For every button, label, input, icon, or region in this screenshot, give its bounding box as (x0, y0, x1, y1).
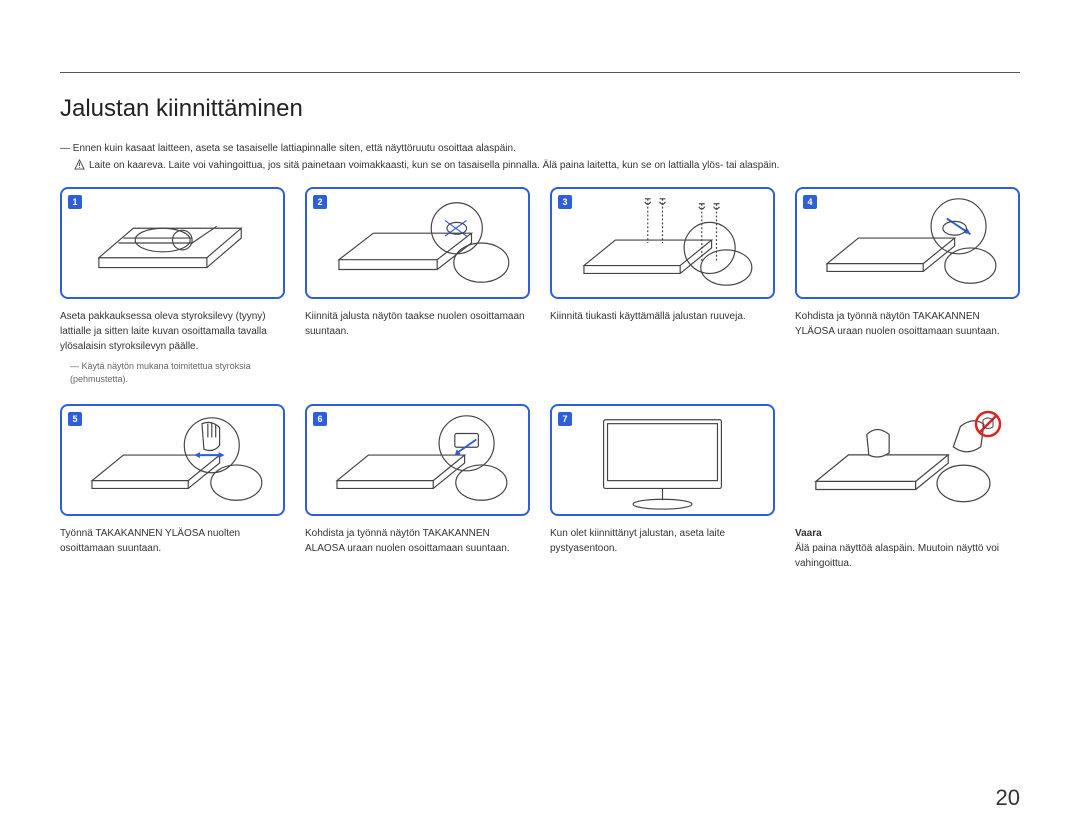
step-4-caption: Kohdista ja työnnä näytön TAKAKANNEN YLÄ… (795, 309, 1020, 339)
step-3-art (552, 189, 773, 297)
intro-text-1: Ennen kuin kasaat laitteen, aseta se tas… (73, 143, 516, 154)
step-6-caption: Kohdista ja työnnä näytön TAKAKANNEN ALA… (305, 526, 530, 556)
caution-caption-block: Vaara Älä paina näyttöä alaspäin. Muutoi… (795, 526, 1020, 571)
step-6-badge: 6 (313, 412, 327, 426)
top-rule (60, 72, 1020, 73)
step-1-caption: Aseta pakkauksessa oleva styroksilevy (t… (60, 309, 285, 354)
caution-figure (795, 404, 1020, 516)
step-5-figure: 5 (60, 404, 285, 516)
step-2-badge: 2 (313, 195, 327, 209)
step-3-badge: 3 (558, 195, 572, 209)
intro-warning-line: Laite on kaareva. Laite voi vahingoittua… (74, 158, 1020, 173)
step-2-art (307, 189, 528, 297)
intro-line-1: ― Ennen kuin kasaat laitteen, aseta se t… (60, 141, 1020, 156)
step-5-caption: Työnnä TAKAKANNEN YLÄOSA nuolten osoitta… (60, 526, 285, 556)
step-2: 2 Kiinnitä jalusta näytön taakse nuolen … (305, 187, 530, 386)
step-1: 1 Aseta pakkauksessa oleva styroksilevy … (60, 187, 285, 386)
caution-text: Älä paina näyttöä alaspäin. Muutoin näyt… (795, 541, 1020, 571)
step-5-badge: 5 (68, 412, 82, 426)
step-5-art (62, 406, 283, 514)
step-7-figure: 7 (550, 404, 775, 516)
caution-title: Vaara (795, 526, 1020, 541)
step-4-badge: 4 (803, 195, 817, 209)
step-7: 7 Kun olet kiinnittänyt jalustan, aseta … (550, 404, 775, 571)
step-2-caption: Kiinnitä jalusta näytön taakse nuolen os… (305, 309, 530, 339)
step-1-art (62, 189, 283, 297)
step-5: 5 Työnnä TAKAKANNEN YLÄOSA nuolten osoit… (60, 404, 285, 571)
prohibit-icon (974, 410, 1002, 438)
step-1-figure: 1 (60, 187, 285, 299)
intro-warning-text: Laite on kaareva. Laite voi vahingoittua… (89, 158, 779, 173)
step-6-figure: 6 (305, 404, 530, 516)
page-number: 20 (996, 785, 1020, 811)
step-7-badge: 7 (558, 412, 572, 426)
step-6: 6 Kohdista ja työnnä näytön TAKAKANNEN A… (305, 404, 530, 571)
step-3: 3 (550, 187, 775, 386)
steps-grid: 1 Aseta pakkauksessa oleva styroksilevy … (60, 187, 1020, 571)
step-4-figure: 4 (795, 187, 1020, 299)
warning-icon (74, 159, 85, 170)
step-4: 4 Kohdista ja työnnä näytön TAKAKANNEN Y… (795, 187, 1020, 386)
step-caution: Vaara Älä paina näyttöä alaspäin. Muutoi… (795, 404, 1020, 571)
step-3-caption: Kiinnitä tiukasti käyttämällä jalustan r… (550, 309, 775, 324)
step-2-figure: 2 (305, 187, 530, 299)
step-1-subnote: ― Käytä näytön mukana toimitettua styrok… (70, 360, 285, 386)
intro-block: ― Ennen kuin kasaat laitteen, aseta se t… (60, 141, 1020, 173)
step-4-art (797, 189, 1018, 297)
step-7-caption: Kun olet kiinnittänyt jalustan, aseta la… (550, 526, 775, 556)
page-title: Jalustan kiinnittäminen (60, 95, 1020, 123)
step-6-art (307, 406, 528, 514)
step-3-figure: 3 (550, 187, 775, 299)
step-7-art (552, 406, 773, 514)
step-1-badge: 1 (68, 195, 82, 209)
